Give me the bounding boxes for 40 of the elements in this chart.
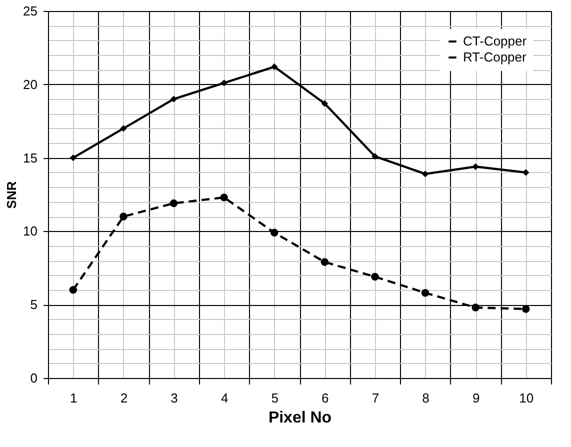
point: [321, 100, 328, 107]
y-tick-label: 15: [23, 150, 38, 166]
point: [522, 305, 530, 313]
y-axis-title: SNR: [4, 180, 20, 209]
y-tick-label: 25: [23, 4, 38, 18]
y-tick-label: 5: [30, 297, 38, 312]
x-tick-label: 3: [170, 390, 178, 406]
point: [220, 80, 228, 86]
x-tick-label: 5: [271, 390, 278, 406]
point: [170, 96, 178, 102]
point: [270, 63, 278, 70]
x-tick-label: 6: [322, 390, 329, 406]
y-tick-label: 10: [23, 224, 38, 239]
point: [371, 272, 379, 281]
x-tick-label: 9: [472, 390, 480, 406]
x-tick-label: 7: [372, 390, 380, 406]
x-axis-title: Pixel No: [268, 410, 332, 426]
point: [320, 258, 329, 266]
point: [472, 304, 480, 312]
x-tick-label: 10: [519, 390, 534, 406]
legend-label: RT-Copper: [463, 50, 528, 64]
point: [170, 199, 178, 208]
point: [372, 152, 378, 160]
y-tick-label: 20: [23, 76, 38, 92]
point: [120, 125, 127, 132]
point: [522, 169, 530, 176]
y-tick-label: 0: [30, 370, 38, 386]
x-tick-label: 1: [70, 390, 78, 406]
point: [120, 212, 128, 220]
point: [421, 288, 430, 297]
point: [220, 194, 228, 202]
x-tick-label: 8: [422, 390, 430, 406]
point: [69, 286, 78, 294]
point: [472, 163, 479, 170]
x-tick-label: 4: [220, 390, 228, 406]
legend-label: CT-Copper: [463, 34, 528, 48]
point: [422, 170, 429, 178]
x-tick-label: 2: [120, 390, 128, 406]
point: [70, 154, 77, 162]
point: [270, 228, 278, 237]
